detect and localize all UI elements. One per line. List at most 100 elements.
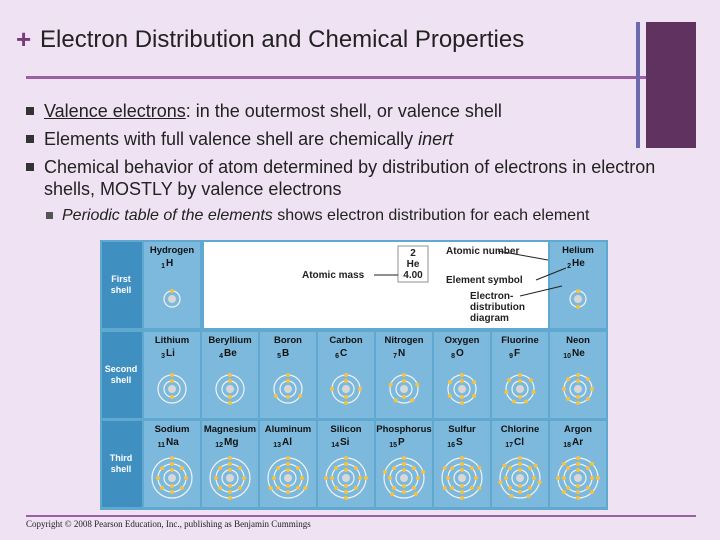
electron-dot [344, 484, 348, 488]
nucleus [168, 474, 176, 482]
electron-dot [390, 492, 395, 497]
electron-dot [334, 466, 339, 471]
bullet-square-icon [26, 107, 34, 115]
nucleus [574, 385, 582, 393]
electron-dot [450, 466, 455, 471]
element-cell-helium: Helium He2 [550, 242, 606, 328]
element-atomic-number: 17 [505, 442, 513, 449]
slide-title: Electron Distribution and Chemical Prope… [40, 26, 525, 53]
nucleus [516, 385, 524, 393]
bullet-square-icon [26, 135, 34, 143]
electron-dot [537, 480, 542, 485]
electron-dot [531, 390, 536, 395]
bullet-list: Valence electrons: in the outermost shel… [26, 100, 656, 226]
element-symbol: Si [340, 437, 350, 448]
electron-dot [450, 485, 455, 490]
bullet-chemical-behavior: Chemical behavior of atom determined by … [26, 156, 656, 200]
title-plus-mark: + [16, 24, 32, 54]
electron-dot [402, 456, 406, 460]
electron-dot [170, 289, 174, 293]
electron-dot [272, 476, 276, 480]
element-cell-boron: Boron B5 [260, 332, 316, 418]
electron-dot [382, 469, 387, 474]
element-symbol: S [456, 437, 463, 448]
electron-dot [585, 396, 590, 401]
electron-dot [472, 394, 477, 398]
term-valence-electrons: Valence electrons [44, 101, 186, 121]
key-atomic-number-label: Atomic number [446, 246, 519, 257]
electron-dot [358, 476, 362, 480]
footer-divider [26, 515, 696, 517]
electron-dot [273, 394, 278, 398]
element-symbol: Mg [224, 437, 238, 448]
shell-row-label: Third [110, 453, 133, 463]
electron-dot [562, 387, 566, 391]
element-atomic-number: 11 [158, 442, 166, 449]
shell-row-label-bg [102, 332, 142, 418]
electron-dot [518, 462, 522, 466]
electron-dot [447, 394, 452, 398]
electron-dot [526, 494, 531, 499]
electron-dot [498, 480, 503, 485]
element-atomic-number: 14 [331, 442, 339, 449]
electron-dot [566, 396, 571, 401]
electron-dot [566, 485, 571, 490]
electron-dot [556, 476, 560, 480]
electron-dot [170, 395, 174, 399]
electron-dot [344, 496, 348, 500]
bullet-square-icon [46, 212, 53, 219]
electron-dot [576, 401, 580, 405]
electron-dot [170, 373, 174, 377]
element-symbol: Be [224, 348, 237, 359]
electron-dot [469, 466, 474, 471]
bullet-text: shows electron distribution for each ele… [272, 207, 590, 224]
element-name: Carbon [329, 335, 362, 346]
accent-bar-thin [636, 22, 640, 148]
element-symbol: H [166, 258, 173, 269]
term-periodic-table: Periodic table of the elements [62, 207, 273, 224]
electron-dot [228, 490, 232, 494]
electron-dot [184, 476, 188, 480]
electron-dot [527, 466, 532, 471]
nucleus [400, 385, 408, 393]
element-cell-lithium: Lithium Li3 [144, 332, 200, 418]
element-symbol: Li [166, 348, 175, 359]
electron-dot [388, 476, 392, 480]
electron-dot [511, 399, 516, 404]
electron-dot [442, 466, 447, 470]
electron-dot [446, 476, 450, 480]
electron-dot [228, 468, 232, 472]
bullet-square-icon [26, 163, 34, 171]
electron-dot [576, 496, 580, 500]
electron-dot [402, 468, 406, 472]
key-diagram-label-line2: distribution [470, 302, 525, 313]
electron-dot [518, 379, 522, 383]
electron-dot [344, 462, 348, 466]
electron-dot [596, 476, 600, 480]
element-symbol: Na [166, 437, 179, 448]
electron-dot [576, 484, 580, 488]
electron-dot [533, 463, 538, 468]
key-pointer-atomic-number [497, 250, 549, 261]
key-pointer-element-symbol [535, 267, 567, 281]
electron-dot [585, 466, 590, 471]
element-name: Sodium [155, 424, 190, 435]
element-name: Chlorine [501, 424, 540, 435]
electron-dot [334, 485, 339, 490]
electron-dot [330, 476, 334, 480]
electron-dot [303, 486, 308, 490]
electron-dot [460, 496, 464, 500]
element-atomic-number: 1 [161, 263, 165, 270]
electron-dot [268, 486, 273, 490]
electron-dot [364, 476, 368, 480]
electron-dot [170, 456, 174, 460]
electron-dot [585, 377, 590, 382]
electron-dot [300, 476, 304, 480]
electron-dot [447, 380, 452, 384]
electron-dot [344, 373, 348, 377]
electron-dot [228, 379, 232, 383]
electron-dot [508, 466, 513, 471]
shell-row-label: shell [111, 464, 132, 474]
